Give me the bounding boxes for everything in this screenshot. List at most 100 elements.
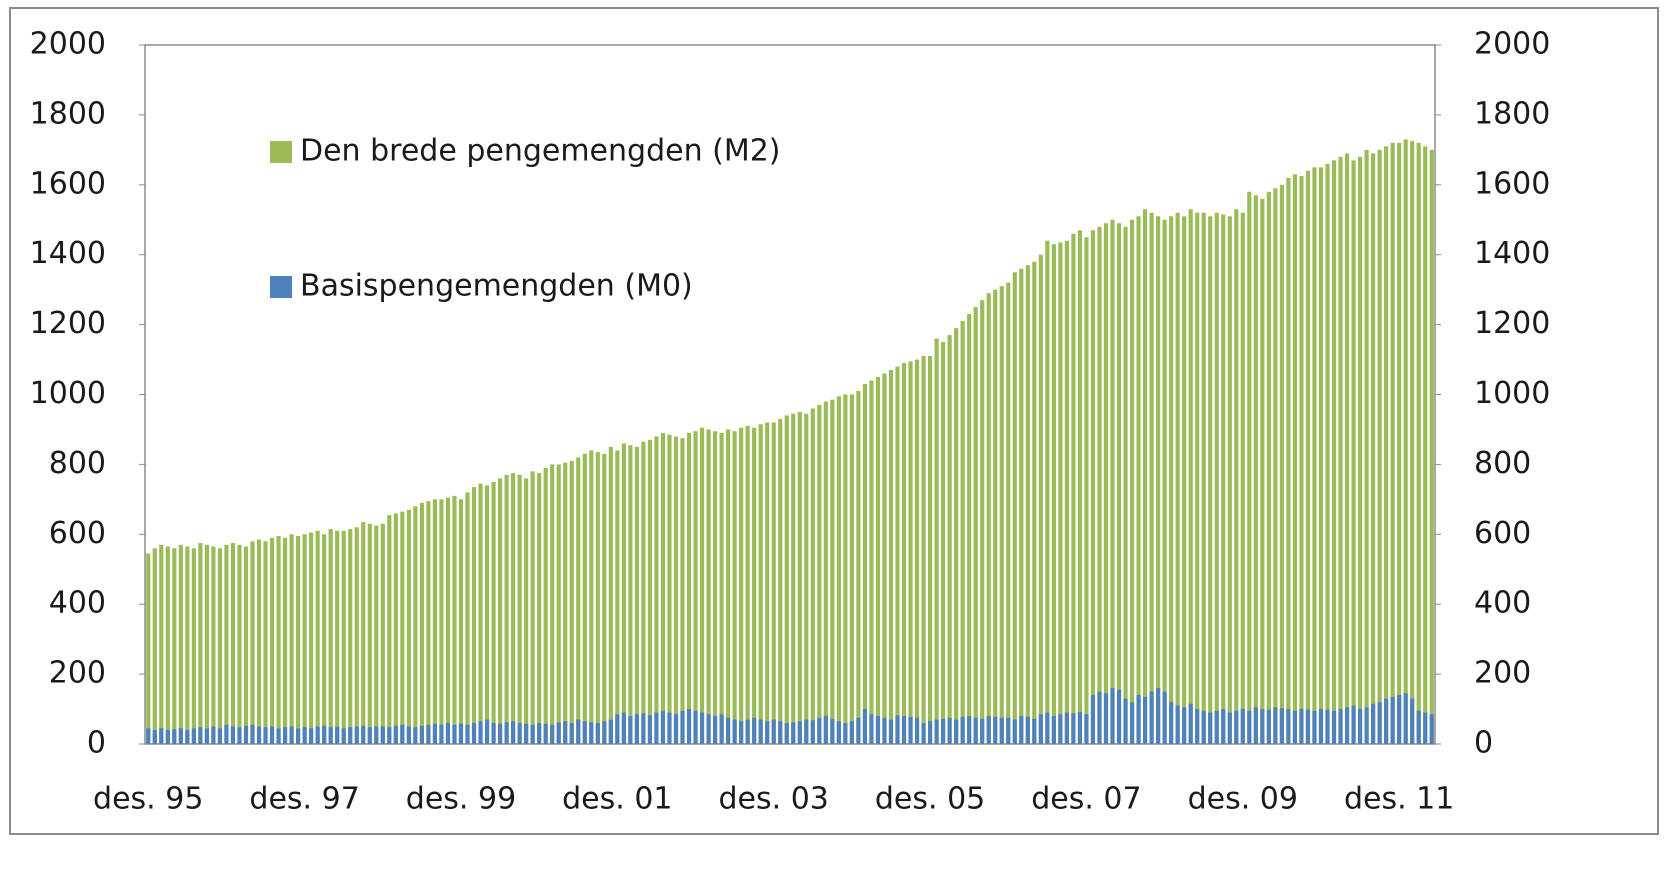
bar <box>178 544 183 744</box>
bar <box>699 712 705 744</box>
bar <box>1416 710 1421 744</box>
bar <box>556 464 561 744</box>
bar <box>1247 710 1252 744</box>
bar <box>706 429 711 744</box>
legend-swatch <box>270 276 292 298</box>
bar <box>941 718 946 744</box>
bar <box>784 415 789 744</box>
bar <box>471 723 477 744</box>
bar <box>941 342 946 744</box>
bar <box>869 380 874 744</box>
bar <box>374 525 379 744</box>
bar <box>621 712 626 744</box>
bar <box>458 499 464 744</box>
bar <box>1110 688 1115 744</box>
bar <box>152 730 157 744</box>
bar <box>1423 712 1428 744</box>
legend-label: Den brede pengemengden (M2) <box>300 134 781 169</box>
bar <box>1299 176 1304 744</box>
bar <box>1038 714 1043 744</box>
bar <box>817 717 822 744</box>
bar <box>563 462 568 744</box>
bar <box>250 541 255 744</box>
bar <box>269 726 275 744</box>
bar <box>745 719 750 744</box>
bar <box>875 716 881 744</box>
bar <box>1058 242 1063 744</box>
x-tick-label: des. 03 <box>719 782 829 817</box>
bar <box>550 464 555 744</box>
bar <box>869 714 874 744</box>
x-tick-label: des. 09 <box>1188 782 1298 817</box>
bar <box>1318 167 1324 744</box>
bar <box>804 719 809 744</box>
bar <box>1084 237 1089 744</box>
bar <box>1279 184 1284 745</box>
bar <box>328 727 333 744</box>
bar <box>1397 695 1402 744</box>
bar <box>993 289 998 744</box>
bar <box>739 427 744 744</box>
bar <box>1103 693 1109 744</box>
bar <box>1201 710 1206 744</box>
bar <box>1019 268 1024 744</box>
bar <box>524 723 529 744</box>
bar <box>732 719 737 744</box>
bar <box>660 432 666 744</box>
bar <box>1123 698 1128 744</box>
bar <box>491 481 496 744</box>
bar <box>256 539 262 744</box>
bar <box>745 425 750 744</box>
bar <box>296 536 301 744</box>
bar <box>1403 693 1408 744</box>
bar <box>882 373 887 744</box>
bar <box>263 541 268 744</box>
bar <box>1051 716 1056 744</box>
bar <box>380 523 385 744</box>
bar <box>1227 216 1232 744</box>
bar <box>1208 712 1213 744</box>
y-tick-label: 1600 <box>30 166 106 201</box>
bar <box>810 720 815 744</box>
bar <box>621 443 626 744</box>
bar <box>185 730 190 744</box>
bar <box>263 727 268 744</box>
bar <box>856 391 861 744</box>
bar <box>934 719 939 744</box>
bar <box>1292 174 1298 744</box>
bar <box>1312 167 1317 744</box>
bar <box>999 286 1004 744</box>
bar <box>1260 709 1265 744</box>
bar <box>1410 141 1415 745</box>
bar <box>1006 282 1011 744</box>
bar <box>1129 702 1135 744</box>
bar <box>980 718 985 744</box>
bar <box>1364 149 1369 745</box>
bar <box>954 328 959 744</box>
bar <box>517 474 522 744</box>
bar <box>1071 713 1076 744</box>
bar <box>947 335 952 744</box>
bar <box>413 506 418 744</box>
bar <box>888 370 894 744</box>
bar <box>322 725 327 744</box>
bar <box>1221 709 1226 744</box>
bar <box>224 544 229 744</box>
bar <box>843 723 848 744</box>
bar <box>765 422 770 744</box>
bar <box>217 548 223 744</box>
bar <box>732 431 737 744</box>
bar <box>1299 709 1304 744</box>
bar <box>967 314 972 744</box>
bar <box>1051 244 1056 744</box>
bar <box>1371 153 1376 745</box>
bar <box>673 714 679 744</box>
bar <box>1357 709 1363 744</box>
bar <box>465 492 470 744</box>
bar <box>419 502 424 744</box>
bar <box>465 724 470 744</box>
bar <box>269 537 275 744</box>
bar <box>230 543 236 744</box>
bar <box>1234 710 1239 744</box>
bar <box>641 713 646 744</box>
